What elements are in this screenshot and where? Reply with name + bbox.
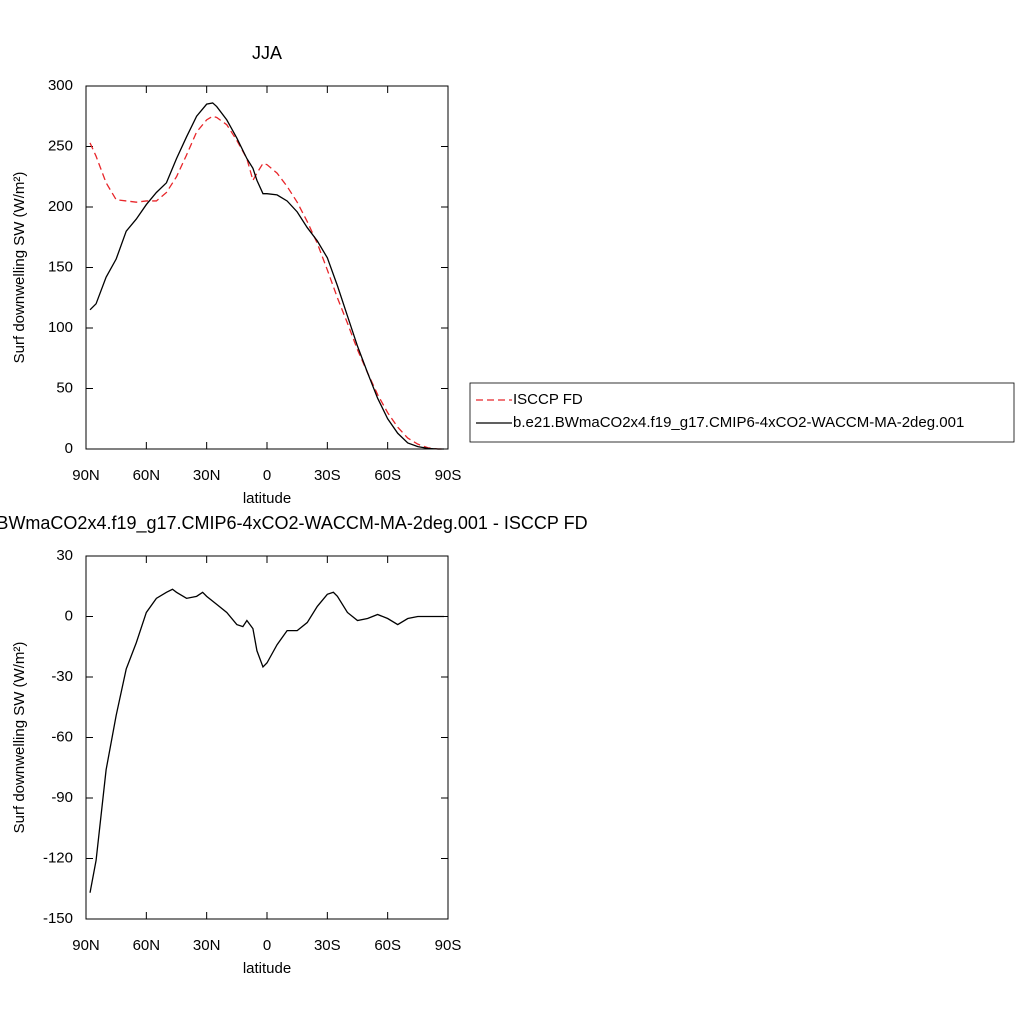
series-line xyxy=(89,588,444,893)
y-tick-label: 200 xyxy=(48,198,73,215)
y-tick-label: -60 xyxy=(51,728,73,745)
x-tick-label: 60N xyxy=(133,937,161,954)
chart-title: JJA xyxy=(252,43,282,63)
series-line xyxy=(89,115,444,450)
y-tick-label: 0 xyxy=(65,440,73,457)
y-tick-label: -150 xyxy=(43,910,73,927)
plot-frame xyxy=(85,85,449,450)
y-tick-label: 50 xyxy=(56,379,73,396)
x-tick-label: 30N xyxy=(193,467,221,484)
x-tick-label: 30S xyxy=(314,467,341,484)
y-tick-label: 100 xyxy=(48,319,73,336)
x-tick-label: 60S xyxy=(374,937,401,954)
legend: ISCCP FD b.e21.BWmaCO2x4.f19_g17.CMIP6-4x… xyxy=(469,382,1015,443)
x-tick-label: 90N xyxy=(72,467,100,484)
x-tick-label: 90N xyxy=(72,937,100,954)
x-tick-label: 30S xyxy=(314,937,341,954)
y-axis-label: Surf downwelling SW (W/m²) xyxy=(11,642,28,834)
y-tick-label: 0 xyxy=(65,607,73,624)
x-axis-label: latitude xyxy=(243,960,291,977)
legend-box xyxy=(469,382,1015,443)
x-tick-label: 60N xyxy=(133,467,161,484)
x-axis-label: latitude xyxy=(243,490,291,507)
y-axis-label: Surf downwelling SW (W/m²) xyxy=(11,172,28,364)
y-tick-label: 30 xyxy=(56,547,73,564)
y-tick-label: 150 xyxy=(48,258,73,275)
chart-title: b.e21.BWmaCO2x4.f19_g17.CMIP6-4xCO2-WACC… xyxy=(0,513,588,534)
x-tick-label: 60S xyxy=(374,467,401,484)
y-tick-label: 300 xyxy=(48,77,73,94)
x-tick-label: 0 xyxy=(263,937,271,954)
legend-label: b.e21.BWmaCO2x4.f19_g17.CMIP6-4xCO2-WACC… xyxy=(513,414,964,431)
x-tick-label: 0 xyxy=(263,467,271,484)
x-tick-label: 30N xyxy=(193,937,221,954)
y-tick-label: -90 xyxy=(51,789,73,806)
y-tick-label: 250 xyxy=(48,137,73,154)
x-tick-label: 90S xyxy=(435,467,462,484)
plot-frame xyxy=(85,555,449,920)
y-tick-label: -30 xyxy=(51,668,73,685)
y-tick-label: -120 xyxy=(43,849,73,866)
x-tick-label: 90S xyxy=(435,937,462,954)
series-line xyxy=(89,102,444,450)
legend-label: ISCCP FD xyxy=(513,391,583,408)
